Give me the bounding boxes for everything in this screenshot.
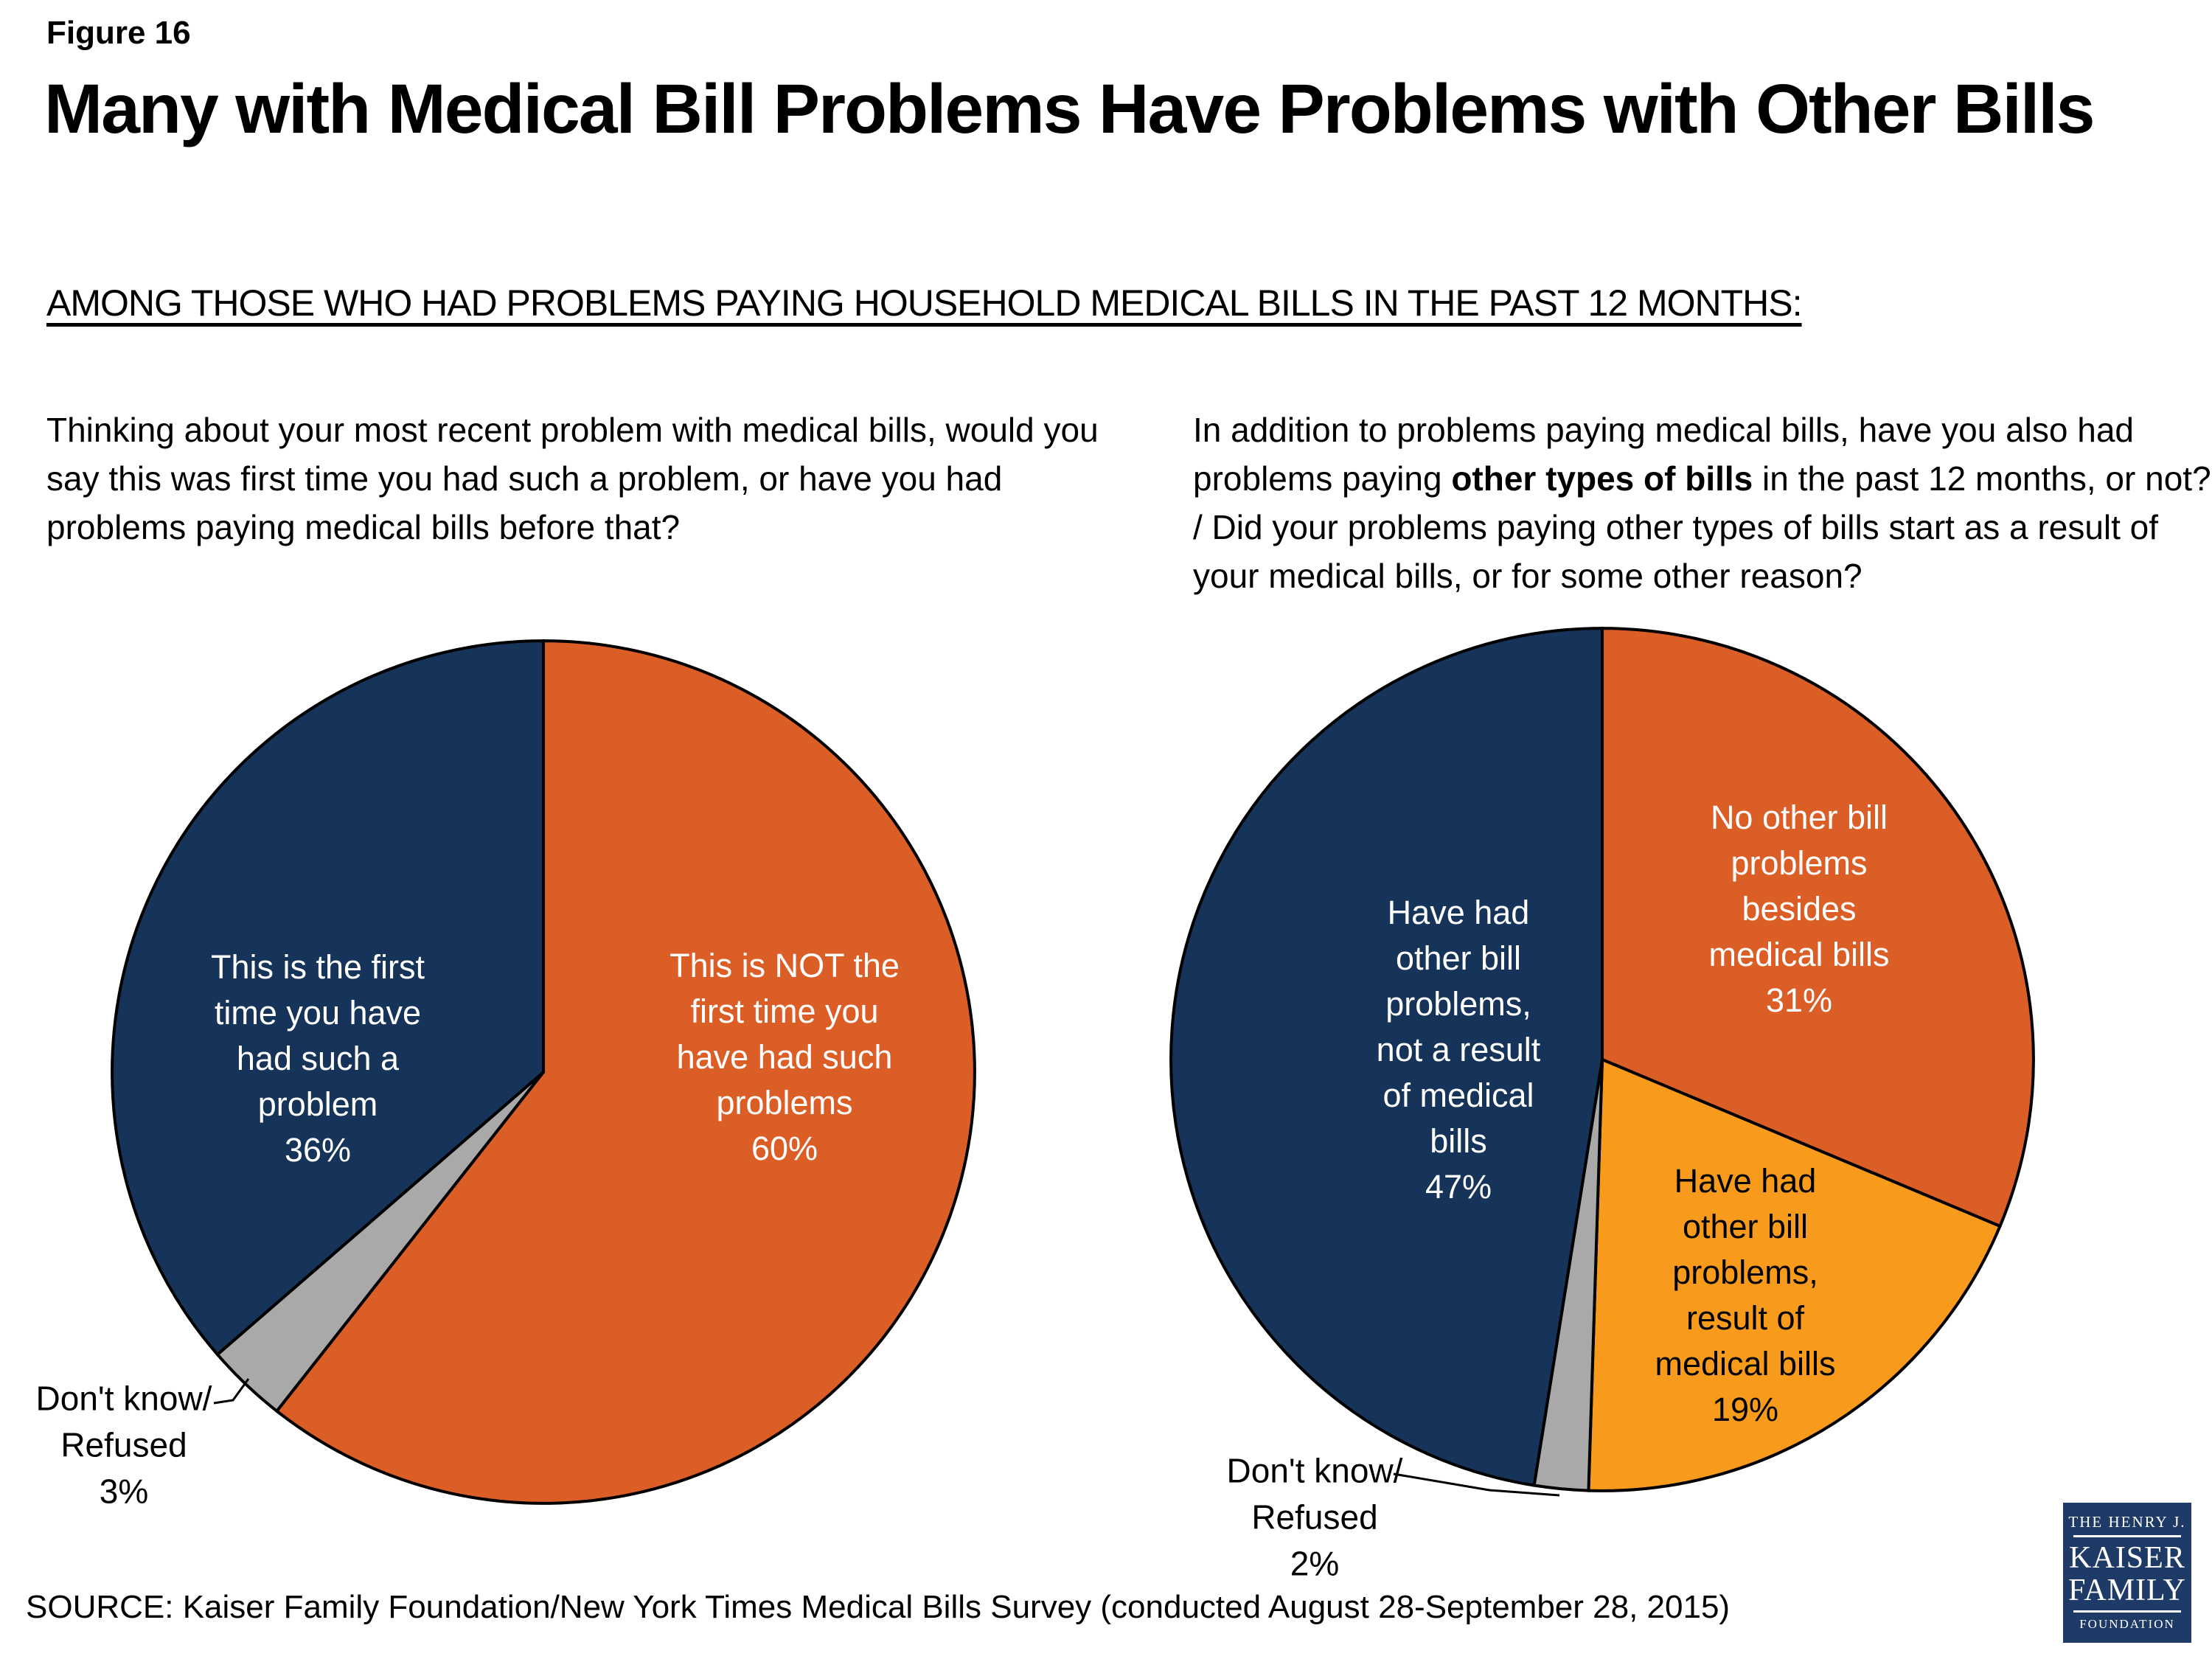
kff-logo-rule-top xyxy=(2073,1535,2181,1537)
pie-chart-other-bills xyxy=(1169,627,2035,1492)
page-title: Many with Medical Bill Problems Have Pro… xyxy=(44,70,2095,148)
figure-label: Figure 16 xyxy=(46,15,191,51)
question-right-text-suffix: in the past 12 months, or not? / Did you… xyxy=(1193,459,2211,595)
kff-logo-kaiser: KAISER xyxy=(2069,1541,2185,1575)
question-right: In addition to problems paying medical b… xyxy=(1193,406,2212,600)
question-left-text: Thinking about your most recent problem … xyxy=(46,411,1099,546)
pie-slice xyxy=(1169,627,1604,1487)
question-right-text-prefix: In addition to problems paying medical b… xyxy=(1193,411,2134,498)
pie-slice xyxy=(1600,627,2035,1228)
source-note: SOURCE: Kaiser Family Foundation/New Yor… xyxy=(26,1589,1731,1625)
slice-label-result: Have had other bill problems, result of … xyxy=(1655,1162,1836,1428)
slice-label-not-result: Have had other bill problems, not a resu… xyxy=(1376,894,1541,1206)
kff-logo-family: FAMILY xyxy=(2068,1573,2186,1607)
slice-label-first-time: This is the first time you have had such… xyxy=(210,948,425,1169)
question-right-text-bold: other types of bills xyxy=(1451,459,1753,498)
slice-label-dont-know-right: Don't know/ Refused 2% xyxy=(1226,1451,1403,1583)
page-subtitle: AMONG THOSE WHO HAD PROBLEMS PAYING HOUS… xyxy=(46,282,1803,324)
question-left: Thinking about your most recent problem … xyxy=(46,406,1116,552)
pie-slice xyxy=(274,639,976,1505)
slice-label-dont-know-left: Don't know/ Refused 3% xyxy=(35,1379,212,1511)
kff-logo-foundation: FOUNDATION xyxy=(2079,1617,2175,1631)
pie-slice xyxy=(111,639,546,1357)
pie-slice xyxy=(1587,1057,2003,1492)
slice-label-not-first-time: This is NOT the first time you have had … xyxy=(669,947,900,1167)
kff-logo-henry: THE HENRY J. xyxy=(2068,1513,2186,1531)
kff-logo-rule-bottom xyxy=(2073,1610,2181,1613)
slice-label-no-other: No other bill problems besides medical b… xyxy=(1708,799,1890,1019)
kff-logo: THE HENRY J. KAISER FAMILY FOUNDATION xyxy=(2063,1503,2191,1643)
pie-chart-first-time xyxy=(111,639,976,1505)
